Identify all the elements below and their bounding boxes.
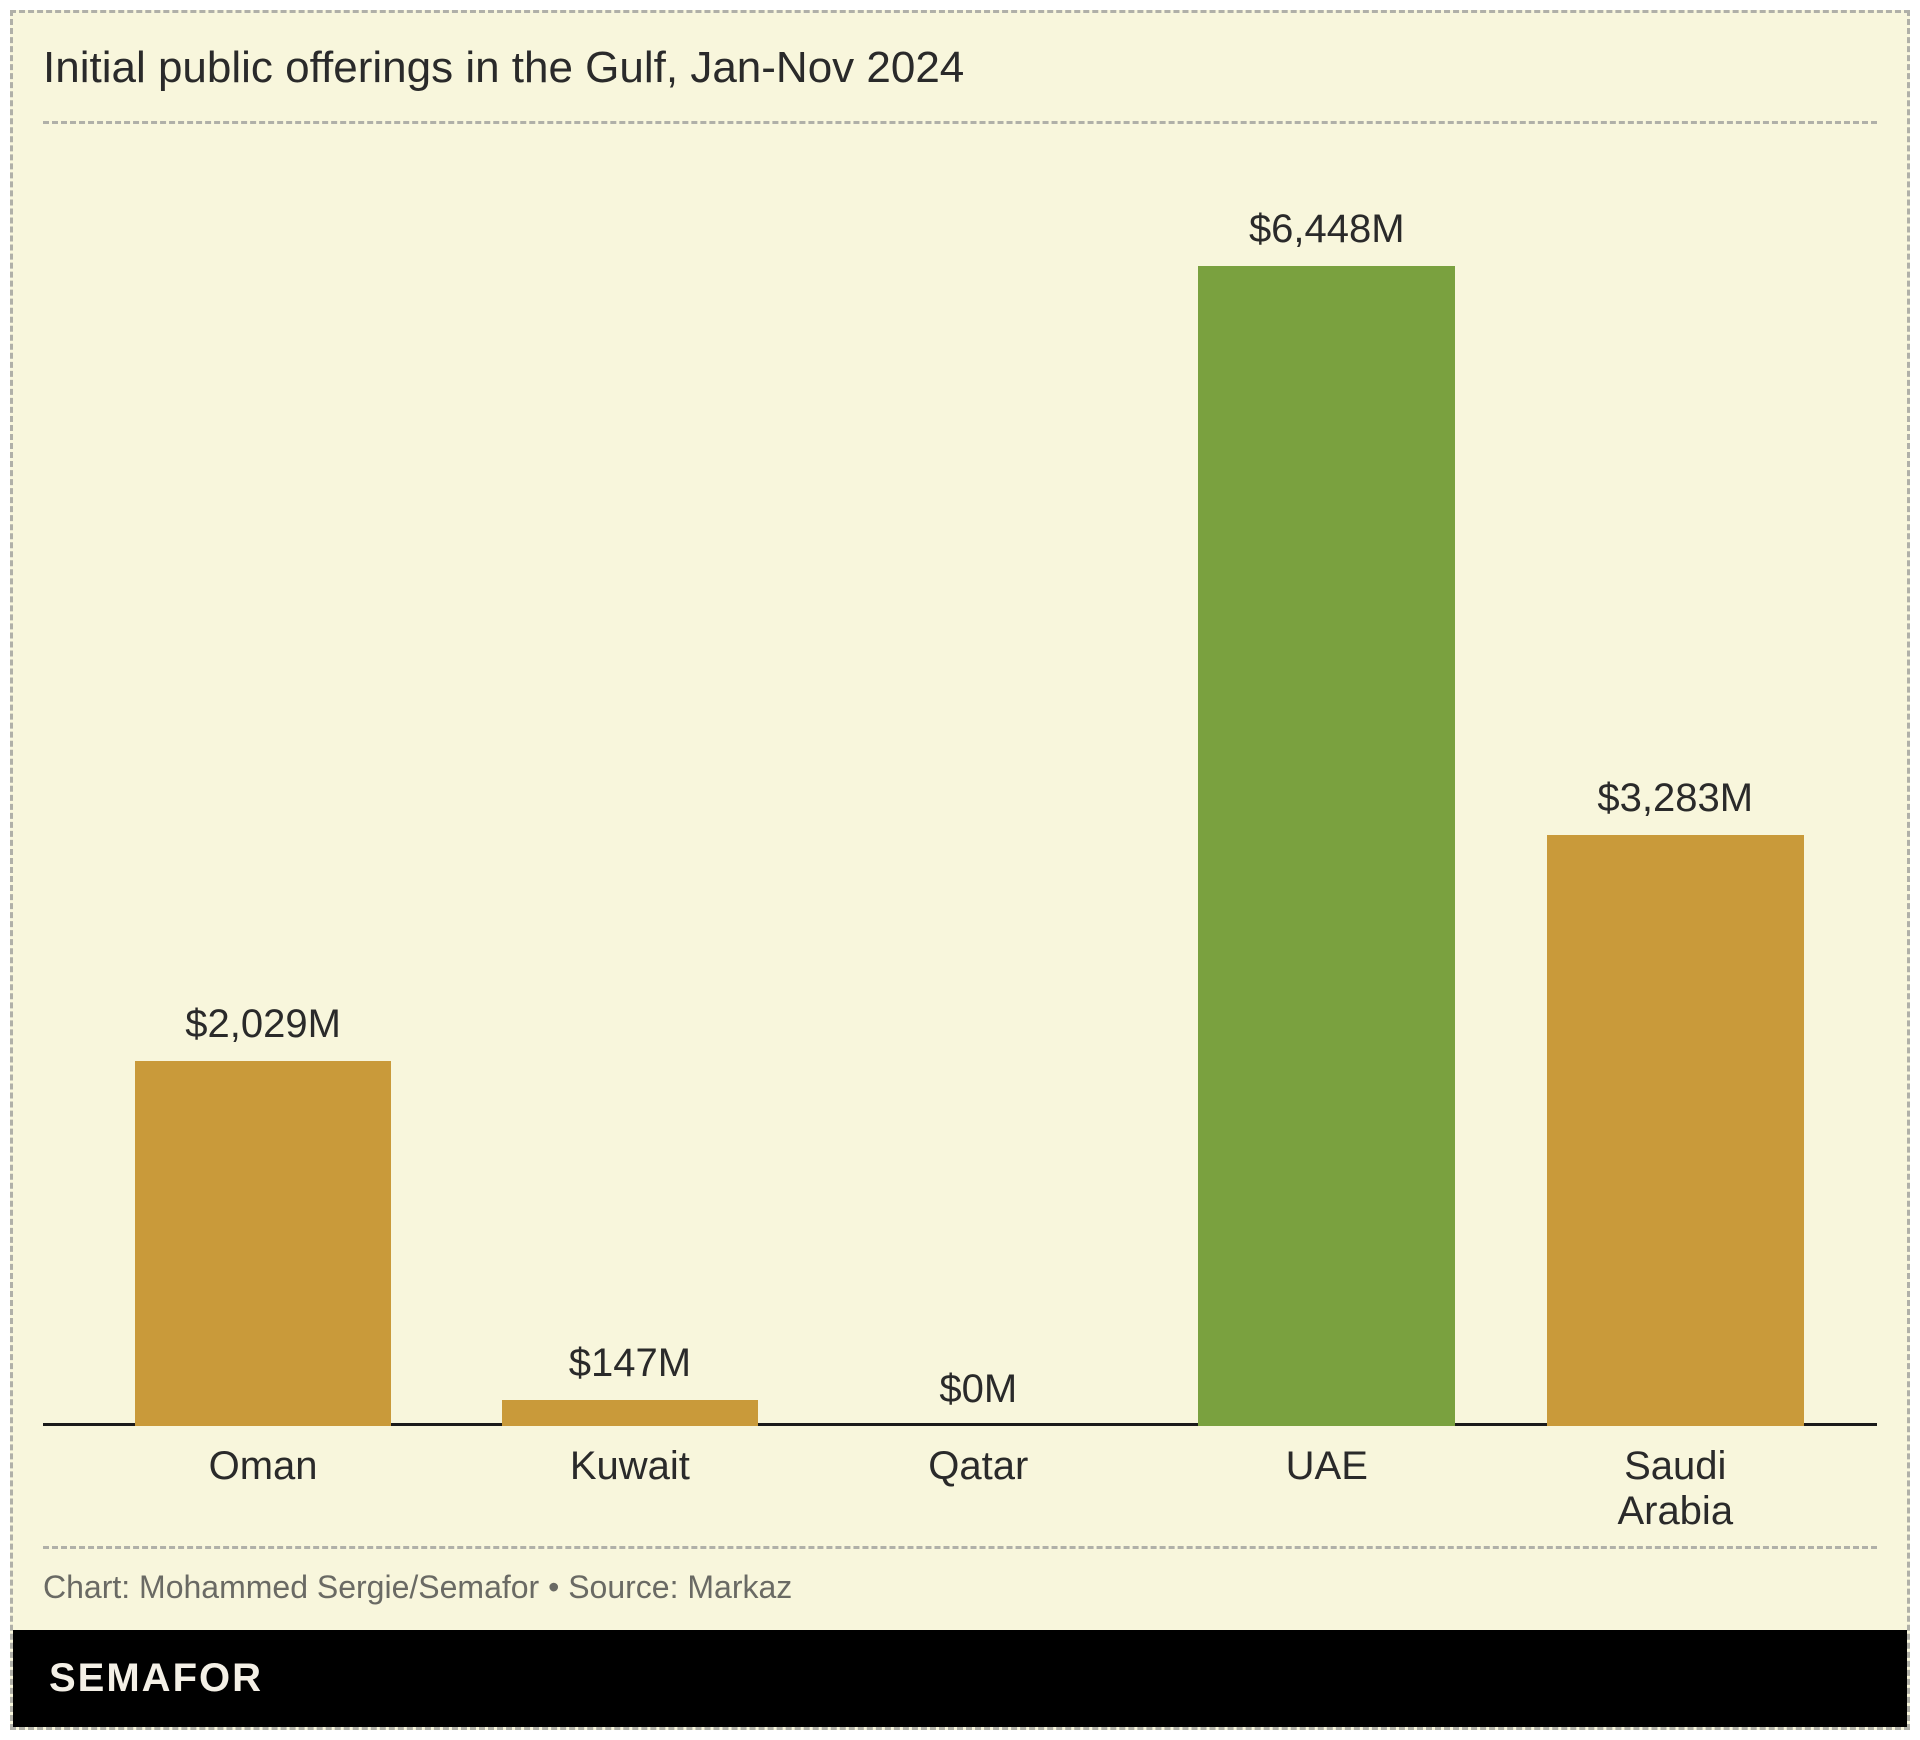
chart-container: Initial public offerings in the Gulf, Ja… xyxy=(10,10,1910,1730)
chart-title: Initial public offerings in the Gulf, Ja… xyxy=(43,43,1877,124)
x-axis-label: Kuwait xyxy=(570,1444,690,1489)
bar-value-label: $147M xyxy=(569,1341,691,1386)
bar xyxy=(1198,266,1455,1426)
bar-group: $0M xyxy=(850,1367,1107,1426)
bar-value-label: $3,283M xyxy=(1597,776,1753,821)
x-axis-labels: OmanKuwaitQatarUAESaudi Arabia xyxy=(43,1426,1877,1506)
bar-group: $6,448M xyxy=(1198,207,1455,1426)
bar-group: $2,029M xyxy=(135,1002,392,1426)
chart-credit: Chart: Mohammed Sergie/Semafor • Source:… xyxy=(43,1549,1877,1630)
bar-value-label: $2,029M xyxy=(185,1002,341,1047)
x-axis-label: Oman xyxy=(209,1444,318,1489)
bar-group: $147M xyxy=(502,1341,759,1426)
x-axis-label: Qatar xyxy=(928,1444,1028,1489)
plot-area: $2,029M $147M $0M $6,448M $3,283M xyxy=(43,124,1877,1426)
bar-group: $3,283M xyxy=(1547,776,1804,1426)
x-axis-label: UAE xyxy=(1286,1444,1368,1489)
x-axis-label: Saudi Arabia xyxy=(1574,1444,1776,1534)
bar xyxy=(135,1061,392,1426)
bar xyxy=(502,1400,759,1426)
bars-region: $2,029M $147M $0M $6,448M $3,283M xyxy=(43,184,1877,1426)
brand-bar: SEMAFOR xyxy=(13,1630,1907,1727)
bar-value-label: $0M xyxy=(939,1367,1017,1412)
bar xyxy=(1547,835,1804,1426)
bar-value-label: $6,448M xyxy=(1249,207,1405,252)
